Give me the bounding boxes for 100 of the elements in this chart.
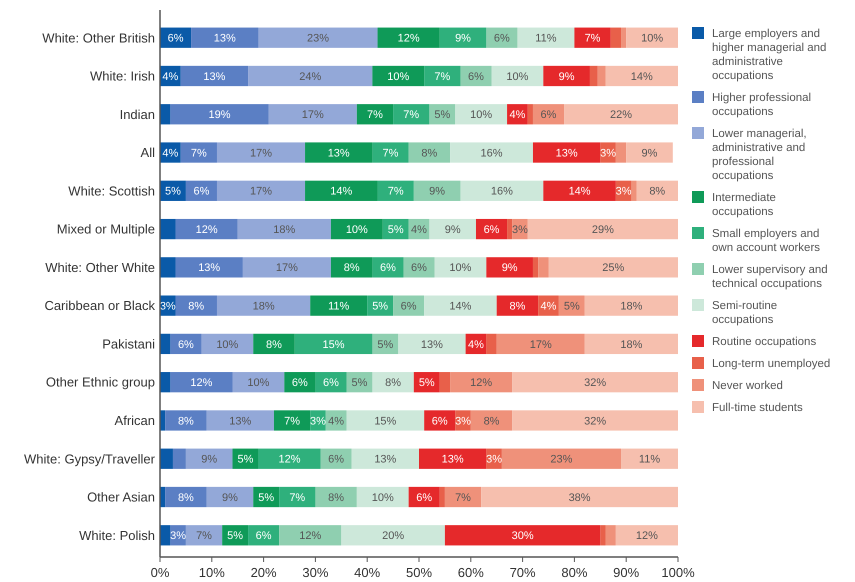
legend-label: Higher professional occupations [712,92,812,118]
data-label: 13% [420,338,444,351]
bar [512,410,678,431]
data-label: 7% [289,492,306,504]
bar [626,28,678,48]
data-label: 14% [568,186,591,198]
data-label: 17% [530,338,552,351]
data-label: 8% [178,492,194,504]
y-tick-label: Indian [120,106,155,122]
bar [356,104,394,124]
data-label: 6% [168,32,184,45]
bar [372,257,404,278]
data-label: 3% [170,530,186,542]
data-label: 6% [432,415,448,428]
bar [605,525,616,546]
data-label: 15% [322,338,345,351]
data-label: 11% [638,454,660,466]
bar [460,180,544,201]
y-tick-label: Caribbean or Black [44,298,156,314]
data-label: 12% [190,377,213,390]
bar [305,142,372,163]
x-tick-label: 30% [302,565,329,580]
bar [532,142,600,163]
bar [378,28,440,48]
bar [356,486,409,508]
data-label: 5% [388,224,404,236]
bar [186,180,217,201]
data-label: 13% [556,147,578,160]
bar [191,28,258,48]
data-label: 9% [642,147,658,160]
bar [216,180,306,201]
bar [372,372,414,392]
data-label: 5% [372,300,388,312]
data-label: 5% [418,377,435,390]
bar [180,142,217,163]
bar [574,28,611,48]
x-tick-label: 60% [458,565,484,580]
x-tick-label: 90% [613,565,640,580]
data-label: 4% [509,109,526,122]
bar [165,410,207,431]
bar [403,257,435,278]
data-label: 7% [284,415,300,428]
data-label: 9% [455,32,472,45]
y-tick-label: All [140,145,156,160]
data-label: 12% [636,530,658,542]
x-tick-label: 10% [198,565,226,580]
data-label: 6% [540,109,557,122]
bar [636,180,678,201]
bar [486,257,533,278]
bar [616,525,678,546]
legend-label: Full-time students [712,402,804,414]
data-label: 17% [302,109,324,122]
bar [455,104,508,124]
data-label: 4% [468,338,484,351]
data-label: 9% [502,262,518,274]
data-label: 7% [382,147,399,160]
bar [532,104,564,124]
data-label: 11% [535,32,557,45]
bar [315,372,346,392]
y-tick-label: White: Scottish [68,183,155,198]
data-label: 8% [649,186,666,198]
bar [206,410,274,431]
bar [605,66,678,86]
x-tick-label: 40% [354,565,381,580]
data-label: 5% [238,454,254,466]
data-label: 15% [374,415,397,428]
data-label: 12% [299,530,322,542]
data-label: 4% [540,300,557,312]
bar [440,486,445,508]
data-label: 13% [198,262,220,274]
bar [616,142,626,163]
data-label: 9% [444,224,461,236]
data-label: 8% [266,338,282,351]
data-label: 7% [434,70,450,83]
bar [543,180,616,201]
y-tick-label: White: Other White [45,260,155,275]
bar [486,334,497,354]
bar [330,257,372,278]
legend-label: Long-term unemployed [712,358,830,370]
bar [216,142,306,163]
y-tick-label: Pakistani [102,336,156,352]
data-label: 8% [484,415,500,428]
bar [160,218,176,240]
bar [440,28,486,48]
bar [496,334,585,354]
data-label: 3% [310,415,326,428]
bar [330,218,383,240]
data-label: 9% [429,186,446,198]
bar [206,486,254,508]
bar [165,486,207,508]
data-label: 10% [470,109,492,122]
y-tick-label: White: Gypsy/Traveller [24,451,156,466]
data-label: 8% [328,492,344,504]
bar [502,448,622,469]
bar [279,486,316,508]
legend-label: Never worked [712,380,783,392]
bar [232,372,284,392]
data-label: 12% [398,32,420,45]
bar [584,295,678,316]
bar [424,66,460,86]
